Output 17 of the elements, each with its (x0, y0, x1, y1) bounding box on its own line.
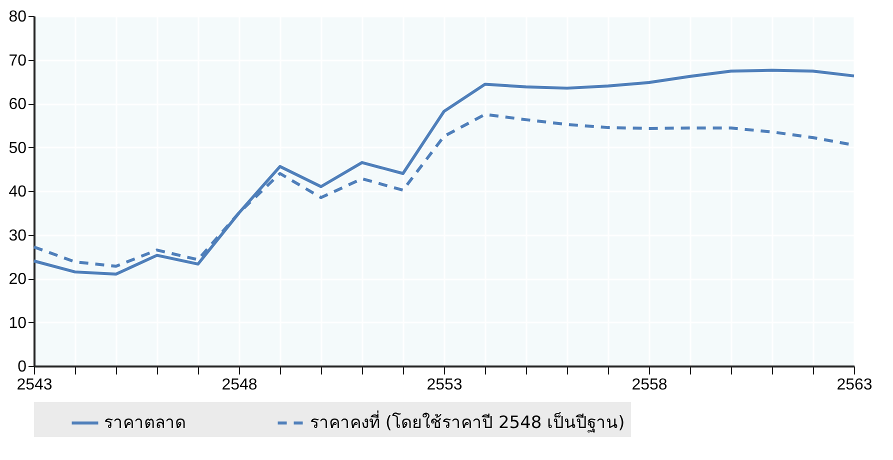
legend-label: ราคาตลาด (104, 413, 186, 433)
x-tick-label: 2563 (836, 376, 872, 394)
x-tick-label: 2558 (632, 376, 668, 394)
y-tick-label: 0 (18, 358, 27, 376)
y-tick-label: 60 (8, 96, 27, 113)
x-tick-label: 2553 (426, 376, 462, 394)
y-tick-label: 70 (8, 52, 27, 70)
x-tick-label: 2548 (222, 376, 258, 394)
legend-label: ราคาคงที่ (โดยใช้ราคาปี 2548 เป็นปีฐาน) (310, 410, 625, 433)
y-tick-label: 30 (8, 227, 27, 244)
y-tick-label: 40 (8, 184, 27, 200)
x-tick-label: 2543 (16, 376, 52, 394)
y-tick-label: 50 (8, 140, 27, 157)
y-tick-label: 10 (8, 314, 27, 332)
y-tick-label: 20 (8, 271, 27, 288)
line-series (32, 68, 856, 276)
y-tick-label: 80 (8, 8, 27, 26)
